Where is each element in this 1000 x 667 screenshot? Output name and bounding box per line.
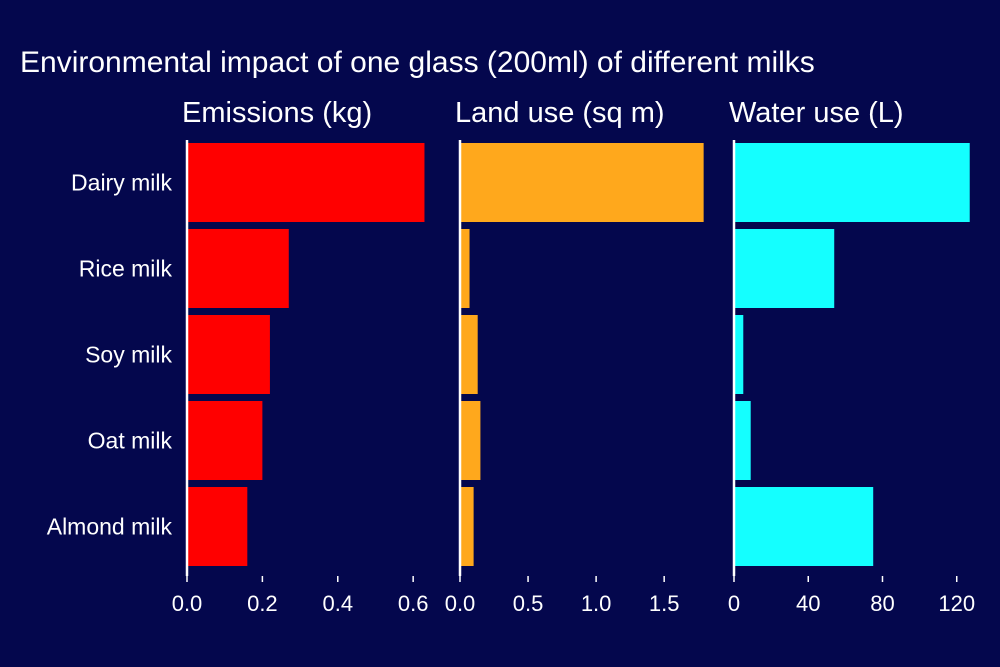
tick-label-land_use: 1.5 xyxy=(649,591,680,616)
category-label: Almond milk xyxy=(47,514,173,540)
bar-emissions xyxy=(187,401,263,480)
tick-label-water_use: 40 xyxy=(796,591,820,616)
bar-water_use xyxy=(734,143,970,222)
bar-emissions xyxy=(187,229,289,308)
panel-title-emissions: Emissions (kg) xyxy=(182,97,372,129)
category-label: Rice milk xyxy=(79,256,173,282)
category-label: Oat milk xyxy=(88,428,173,454)
bar-water_use xyxy=(734,315,744,394)
bar-water_use xyxy=(734,401,751,480)
category-label: Soy milk xyxy=(85,342,172,368)
bar-emissions xyxy=(187,487,248,566)
tick-label-emissions: 0.4 xyxy=(322,591,353,616)
tick-label-land_use: 1.0 xyxy=(581,591,612,616)
tick-label-emissions: 0.2 xyxy=(247,591,278,616)
bar-land_use xyxy=(460,401,481,480)
tick-label-land_use: 0.5 xyxy=(513,591,544,616)
chart-title: Environmental impact of one glass (200ml… xyxy=(20,46,815,79)
bar-land_use xyxy=(460,229,470,308)
panel-title-land_use: Land use (sq m) xyxy=(455,97,665,129)
tick-label-emissions: 0.6 xyxy=(398,591,429,616)
tick-label-land_use: 0.0 xyxy=(445,591,476,616)
tick-label-water_use: 80 xyxy=(870,591,894,616)
bar-land_use xyxy=(460,487,474,566)
tick-label-emissions: 0.0 xyxy=(172,591,203,616)
bar-land_use xyxy=(460,143,704,222)
panel-title-water_use: Water use (L) xyxy=(729,97,904,129)
bar-water_use xyxy=(734,487,874,566)
tick-label-water_use: 0 xyxy=(728,591,740,616)
bar-land_use xyxy=(460,315,478,394)
bar-emissions xyxy=(187,315,270,394)
category-label: Dairy milk xyxy=(71,170,172,196)
bar-emissions xyxy=(187,143,425,222)
bar-water_use xyxy=(734,229,835,308)
tick-label-water_use: 120 xyxy=(938,591,975,616)
